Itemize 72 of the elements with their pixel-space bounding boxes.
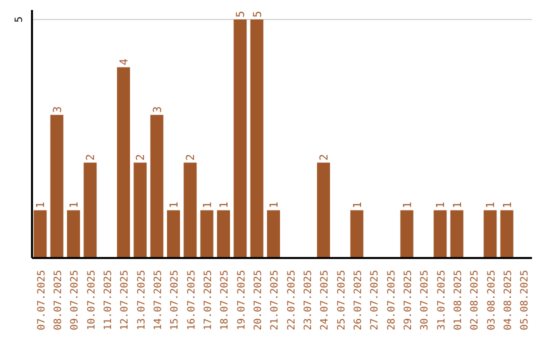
x-tick-label: 04.08.2025 [503, 270, 514, 330]
x-tick-label: 02.08.2025 [470, 270, 481, 330]
x-tick-label: 28.07.2025 [386, 270, 398, 330]
bar [317, 162, 330, 258]
x-tick-label: 25.07.2025 [336, 270, 348, 330]
x-tick-label: 13.07.2025 [136, 270, 148, 330]
bar [484, 210, 497, 258]
data-label: 1 [500, 202, 514, 208]
x-tick-label: 23.07.2025 [303, 270, 314, 330]
x-tick-label: 09.07.2025 [70, 270, 81, 330]
x-tick-label: 18.07.2025 [220, 270, 231, 330]
bar [117, 67, 130, 258]
data-label: 2 [318, 154, 330, 161]
data-label: 1 [350, 202, 364, 208]
x-tick-label: 27.07.2025 [370, 270, 381, 330]
bar [450, 210, 464, 258]
x-tick-label: 14.07.2025 [153, 270, 164, 330]
data-label: 3 [150, 106, 164, 113]
data-label: 1 [268, 202, 280, 208]
x-tick-label: 17.07.2025 [203, 270, 214, 330]
x-tick-label: 21.07.2025 [270, 270, 281, 330]
bar [184, 162, 197, 258]
data-label: 1 [168, 202, 180, 208]
x-tick-label: 03.08.2025 [486, 270, 498, 330]
data-label: 2 [84, 154, 98, 161]
bar [34, 210, 47, 258]
data-label: 2 [134, 154, 148, 161]
data-label: 1 [34, 202, 48, 208]
bar [267, 210, 280, 258]
x-tick-label: 01.08.2025 [453, 270, 464, 330]
x-tick-label: 24.07.2025 [320, 270, 331, 330]
x-tick-label: 08.07.2025 [53, 270, 64, 330]
bar [234, 20, 247, 258]
bar [150, 114, 164, 258]
data-label: 1 [218, 202, 230, 208]
bar [84, 162, 97, 258]
bar [134, 162, 147, 258]
bar [167, 210, 180, 258]
data-label: 5 [250, 10, 264, 18]
bar [217, 210, 230, 258]
x-tick-label: 07.07.2025 [36, 270, 48, 330]
data-label: 3 [50, 106, 64, 113]
x-tick-label: 31.07.2025 [436, 270, 448, 330]
x-tick-label: 29.07.2025 [403, 270, 414, 330]
x-tick-label: 30.07.2025 [420, 270, 431, 330]
data-label: 1 [400, 202, 414, 208]
data-label: 4 [118, 58, 130, 66]
data-label: 1 [434, 202, 448, 208]
data-label: 1 [450, 202, 464, 208]
x-tick-label: 16.07.2025 [186, 270, 198, 330]
x-tick-label: 15.07.2025 [170, 270, 181, 330]
bar [200, 210, 214, 258]
data-label: 2 [184, 154, 198, 161]
bar [500, 210, 514, 258]
data-label: 1 [484, 202, 498, 208]
x-tick-label: 26.07.2025 [353, 270, 364, 330]
x-tick-label: 19.07.2025 [236, 270, 248, 330]
x-tick-label: 10.07.2025 [86, 270, 98, 330]
bar [350, 210, 364, 258]
bar [67, 210, 80, 258]
x-tick-label: 11.07.2025 [103, 270, 114, 330]
x-tick-label: 05.08.2025 [520, 270, 531, 330]
data-label: 1 [200, 202, 214, 208]
bar [400, 210, 414, 258]
bar [50, 114, 64, 258]
x-tick-label: 12.07.2025 [120, 270, 131, 330]
data-label: 1 [68, 202, 80, 208]
x-tick-label: 20.07.2025 [253, 270, 264, 330]
bar [434, 210, 447, 258]
data-label: 5 [234, 10, 248, 18]
bar [250, 20, 264, 258]
x-tick-label: 22.07.2025 [286, 270, 298, 330]
